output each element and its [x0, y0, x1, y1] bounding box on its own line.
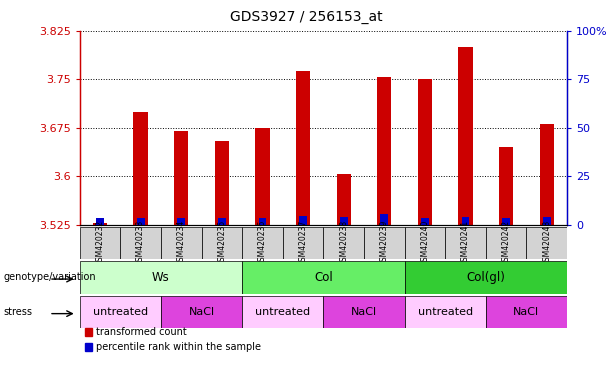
Text: GSM420235: GSM420235 — [218, 220, 226, 266]
Bar — [161, 296, 242, 328]
Bar — [543, 217, 550, 225]
Text: GSM420237: GSM420237 — [299, 220, 308, 266]
Text: untreated: untreated — [255, 307, 310, 317]
Text: GSM420238: GSM420238 — [339, 220, 348, 266]
Text: GSM420233: GSM420233 — [136, 220, 145, 266]
Legend: transformed count, percentile rank within the sample: transformed count, percentile rank withi… — [85, 328, 261, 352]
Text: Col: Col — [314, 271, 333, 284]
Text: GSM420234: GSM420234 — [177, 220, 186, 266]
Bar — [96, 218, 104, 225]
Text: GSM420242: GSM420242 — [501, 220, 511, 266]
Text: GDS3927 / 256153_at: GDS3927 / 256153_at — [230, 10, 383, 23]
Text: NaCl: NaCl — [188, 307, 215, 317]
Text: NaCl: NaCl — [351, 307, 377, 317]
Text: Ws: Ws — [152, 271, 170, 284]
Bar — [459, 47, 473, 225]
Bar — [486, 296, 567, 328]
Bar — [445, 227, 485, 259]
Bar — [486, 227, 527, 259]
Text: GSM420243: GSM420243 — [543, 220, 551, 266]
Bar — [134, 111, 148, 225]
Bar — [539, 124, 554, 225]
Text: GSM420241: GSM420241 — [461, 220, 470, 266]
Bar — [299, 216, 307, 225]
Text: GSM420240: GSM420240 — [421, 220, 429, 266]
Bar — [364, 227, 405, 259]
Bar — [405, 261, 567, 294]
Bar — [174, 131, 188, 225]
Text: untreated: untreated — [417, 307, 473, 317]
Bar — [80, 296, 161, 328]
Bar — [324, 227, 364, 259]
Text: GSM420239: GSM420239 — [380, 220, 389, 266]
Bar — [418, 79, 432, 225]
Bar — [499, 147, 513, 225]
Text: stress: stress — [3, 307, 32, 317]
Bar — [202, 227, 242, 259]
Bar — [296, 71, 310, 225]
Text: NaCl: NaCl — [513, 307, 539, 317]
Bar — [80, 227, 120, 259]
Text: untreated: untreated — [93, 307, 148, 317]
Bar — [283, 227, 324, 259]
Bar — [161, 227, 202, 259]
Bar — [337, 174, 351, 225]
Bar — [242, 261, 405, 294]
Bar — [242, 296, 324, 328]
Bar — [218, 217, 226, 225]
Bar — [380, 214, 388, 225]
Bar — [215, 141, 229, 225]
Bar — [93, 223, 107, 225]
Bar — [527, 227, 567, 259]
Bar — [502, 218, 510, 225]
Text: GSM420236: GSM420236 — [258, 220, 267, 266]
Bar — [405, 296, 485, 328]
Bar — [259, 217, 267, 225]
Text: GSM420232: GSM420232 — [96, 220, 104, 266]
Bar — [242, 227, 283, 259]
Bar — [377, 77, 391, 225]
Bar — [80, 261, 242, 294]
Bar — [462, 217, 470, 225]
Text: genotype/variation: genotype/variation — [3, 272, 96, 283]
Bar — [324, 296, 405, 328]
Bar — [340, 217, 348, 225]
Bar — [137, 217, 145, 225]
Bar — [421, 218, 429, 225]
Text: Col(gl): Col(gl) — [466, 271, 505, 284]
Bar — [405, 227, 445, 259]
Bar — [177, 218, 185, 225]
Bar — [256, 128, 270, 225]
Bar — [120, 227, 161, 259]
